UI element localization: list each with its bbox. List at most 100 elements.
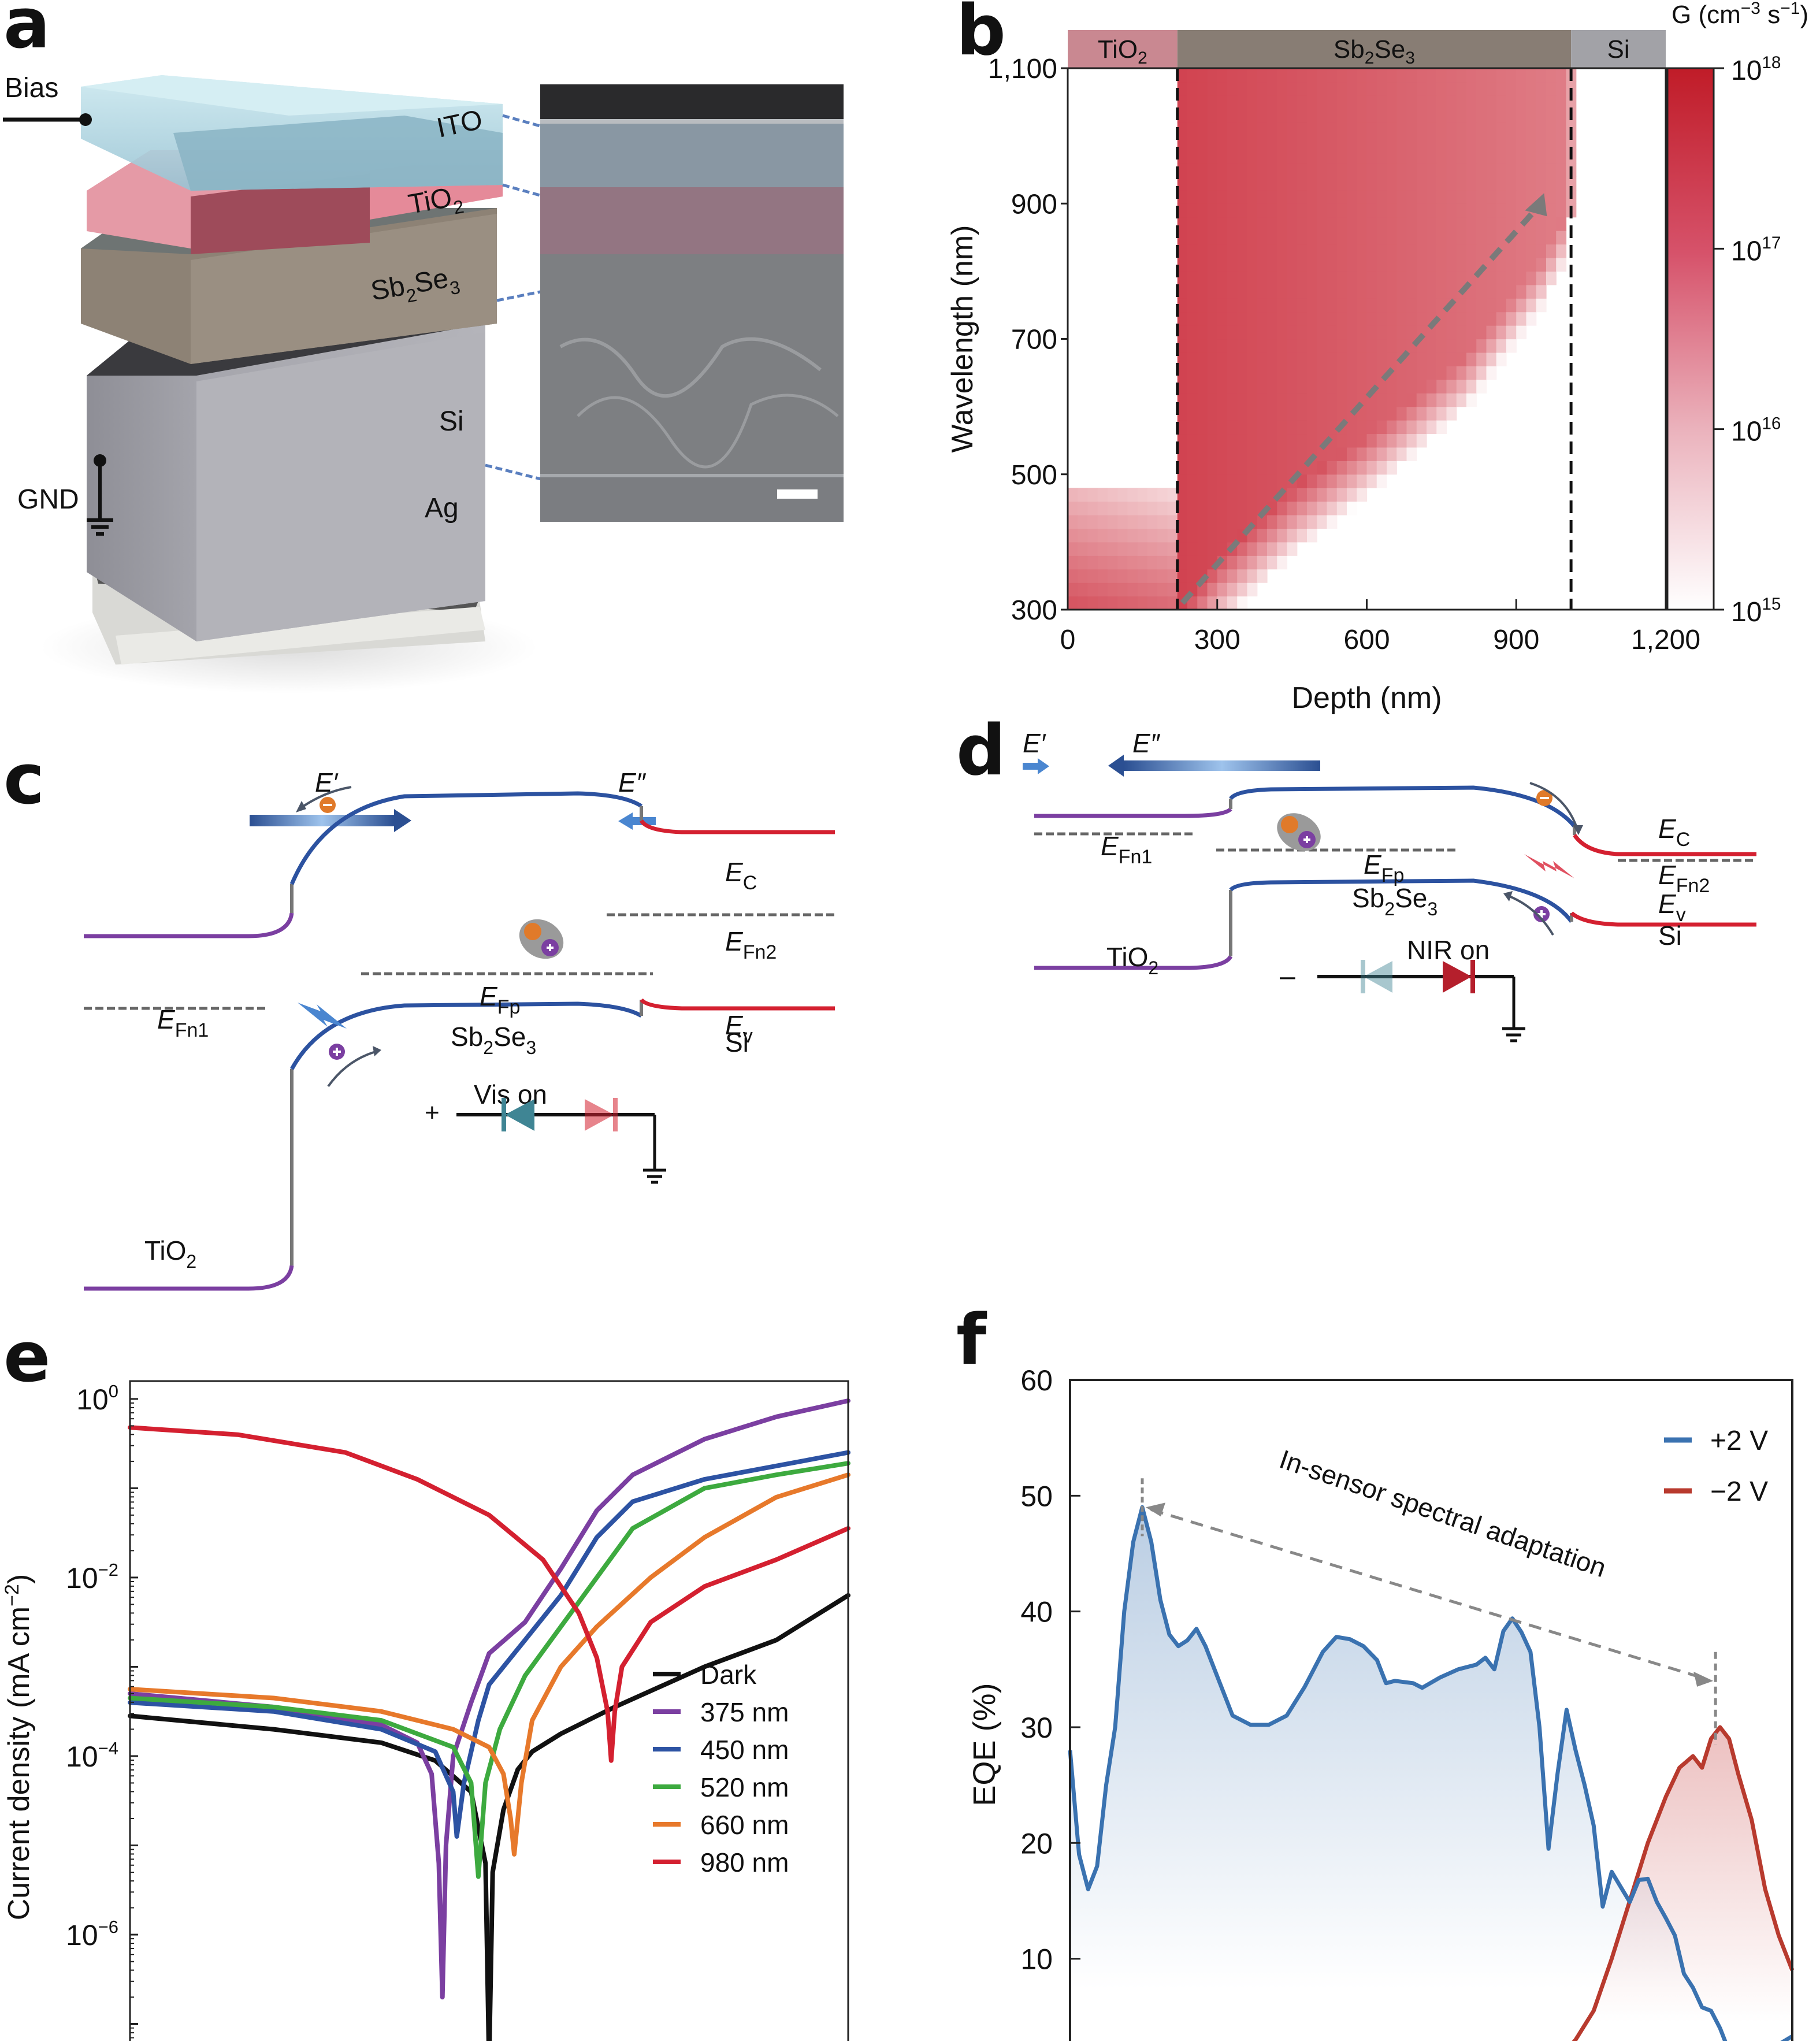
heatmap-cell xyxy=(1237,176,1248,191)
heatmap-cell xyxy=(1197,231,1208,245)
heatmap-cell xyxy=(1257,203,1268,218)
heatmap-cell xyxy=(1336,217,1347,231)
heatmap-cell xyxy=(1287,515,1298,529)
recombination-flash-icon xyxy=(298,1003,347,1029)
heatmap-cell xyxy=(1267,95,1277,109)
heatmap-cell xyxy=(1427,393,1437,407)
heatmap-cell xyxy=(1476,136,1487,150)
y-axis-label: Wavelength (nm) xyxy=(946,225,979,453)
heatmap-cell xyxy=(1297,231,1308,245)
conduction-band-si xyxy=(639,819,835,834)
heatmap-cell xyxy=(1466,95,1477,109)
heatmap-cell xyxy=(1267,366,1277,380)
heatmap-cell xyxy=(1297,162,1308,177)
heatmap-cell xyxy=(1307,433,1317,448)
heatmap-cell xyxy=(1207,325,1218,340)
heatmap-cell xyxy=(1396,136,1407,150)
heatmap-cell xyxy=(1476,217,1487,231)
valence-band-tio2 xyxy=(84,1265,294,1291)
heatmap-cell xyxy=(1317,244,1328,258)
heatmap-cell xyxy=(1267,122,1277,136)
layer-si xyxy=(87,324,485,641)
electron-icon xyxy=(1536,790,1552,806)
heatmap-cell xyxy=(1556,95,1567,109)
heatmap-cell xyxy=(1147,555,1158,570)
heatmap-cell xyxy=(1436,203,1447,218)
y-tick-label: 60 xyxy=(1020,1364,1053,1397)
heatmap-cell xyxy=(1267,162,1277,177)
label-e-dprime: E″ xyxy=(1132,728,1161,758)
heatmap-cell xyxy=(1217,217,1228,231)
heatmap-cell xyxy=(1297,325,1308,340)
diode-si-icon xyxy=(585,1098,618,1131)
conduction-band-sb2se3 xyxy=(1229,785,1576,828)
heatmap-cell xyxy=(1277,433,1288,448)
panel-label-d: d xyxy=(956,711,1006,791)
heatmap-cell xyxy=(1277,190,1288,204)
heatmap-cell xyxy=(1127,541,1138,556)
heatmap-cell xyxy=(1207,271,1218,285)
heatmap-cell xyxy=(1167,488,1178,502)
heatmap-cell xyxy=(1307,406,1317,421)
heatmap-cell xyxy=(1297,271,1308,285)
heatmap-cell xyxy=(1217,68,1228,83)
heatmap-cell xyxy=(1366,244,1377,258)
heatmap-cell xyxy=(1277,298,1288,313)
heatmap-cell xyxy=(1247,433,1258,448)
heatmap-cell xyxy=(1376,461,1387,475)
heatmap-cell xyxy=(1297,149,1308,164)
heatmap-cell xyxy=(1546,244,1557,258)
panel-label-f: f xyxy=(956,1300,987,1381)
heatmap-cell xyxy=(1257,325,1268,340)
heatmap-cell xyxy=(1327,136,1338,150)
heatmap-cell xyxy=(1187,515,1198,529)
heatmap-cell xyxy=(1456,339,1467,353)
heatmap-cell xyxy=(1357,433,1368,448)
heatmap-cell xyxy=(1376,217,1387,231)
heatmap-cell xyxy=(1347,393,1357,407)
heatmap-cell xyxy=(1416,176,1427,191)
heatmap-cell xyxy=(1347,298,1357,313)
heatmap-cell xyxy=(1416,95,1427,109)
heatmap-cell xyxy=(1267,109,1277,123)
heatmap-cell xyxy=(1347,284,1357,299)
heatmap-cell xyxy=(1486,284,1497,299)
heatmap-cell xyxy=(1396,162,1407,177)
heatmap-cell xyxy=(1217,257,1228,272)
heatmap-cell xyxy=(1327,379,1338,394)
heatmap-cell xyxy=(1396,393,1407,407)
heatmap-cell xyxy=(1427,68,1437,83)
bias-polarity: + xyxy=(425,1099,440,1127)
heatmap-cell xyxy=(1108,596,1118,610)
heatmap-cell xyxy=(1506,217,1517,231)
heatmap-cell xyxy=(1327,298,1338,313)
heatmap-cell xyxy=(1376,109,1387,123)
heatmap-cell xyxy=(1257,433,1268,448)
heatmap-cell xyxy=(1317,515,1328,529)
heatmap-cell xyxy=(1546,95,1557,109)
heatmap-cell xyxy=(1436,81,1447,96)
heatmap-cell xyxy=(1227,474,1238,488)
heatmap-cell xyxy=(1327,231,1338,245)
heatmap-cell xyxy=(1177,271,1188,285)
heatmap-cell xyxy=(1267,325,1277,340)
heatmap-cell xyxy=(1486,136,1497,150)
heatmap-cell xyxy=(1506,257,1517,272)
heatmap-cell xyxy=(1217,406,1228,421)
heatmap-cell xyxy=(1267,244,1277,258)
heatmap-cell xyxy=(1187,257,1198,272)
heatmap-cell xyxy=(1207,433,1218,448)
diode-si-icon xyxy=(1443,960,1475,993)
heatmap-cell xyxy=(1526,68,1537,83)
heatmap-cell xyxy=(1327,95,1338,109)
heatmap-cell xyxy=(1317,271,1328,285)
heatmap-cell xyxy=(1317,501,1328,515)
heatmap-cell xyxy=(1277,203,1288,218)
heatmap-cell xyxy=(1217,366,1228,380)
heatmap-cell xyxy=(1147,569,1158,583)
heatmap-cell xyxy=(1197,339,1208,353)
heatmap-cell xyxy=(1207,298,1218,313)
heatmap-cell xyxy=(1307,95,1317,109)
heatmap-cell xyxy=(1117,582,1128,597)
heatmap-cell xyxy=(1197,501,1208,515)
